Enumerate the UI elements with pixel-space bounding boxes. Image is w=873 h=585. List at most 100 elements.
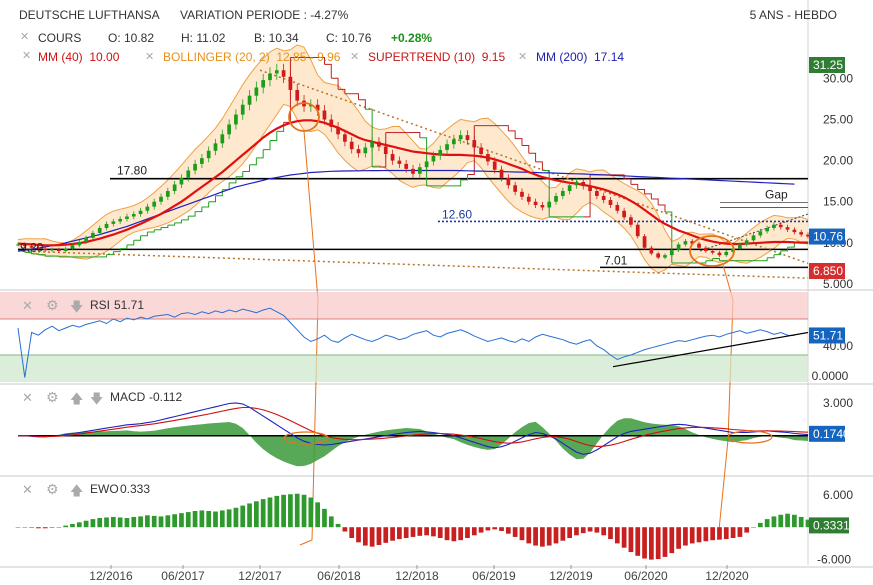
arrow-up-icon[interactable]: 🡅 xyxy=(70,483,84,498)
ewo-bar xyxy=(110,516,116,528)
gear-icon[interactable]: ⚙ xyxy=(46,389,59,405)
top-price-tag: 31.25 xyxy=(813,58,843,72)
last-price-tag-bg xyxy=(809,228,845,245)
supertrend-segment xyxy=(147,229,155,233)
gear-icon[interactable]: ⚙ xyxy=(46,481,59,497)
candle-body xyxy=(383,146,388,155)
ewo-bar xyxy=(458,527,464,541)
candle-body xyxy=(193,163,197,171)
candle-body xyxy=(377,141,381,147)
ewo-bar xyxy=(322,508,327,528)
candle-body xyxy=(710,251,715,253)
ewo-bar xyxy=(669,527,675,554)
ewo-bar xyxy=(764,519,770,528)
candle-body xyxy=(220,134,225,144)
ewo-bar xyxy=(42,527,48,529)
ewo-bar xyxy=(471,527,477,536)
supertrend-segment xyxy=(501,125,509,131)
ewo-bar xyxy=(744,527,750,533)
ewo-bar xyxy=(199,510,205,528)
supertrend-segment xyxy=(120,244,128,250)
close-icon[interactable]: ✕ xyxy=(22,482,33,497)
supertrend-segment xyxy=(99,254,108,258)
candle-body xyxy=(111,221,116,224)
rsi-line xyxy=(17,307,795,378)
highlight-circle xyxy=(689,235,735,267)
level-label-17-80: 17.80 xyxy=(117,164,147,178)
ewo-bar xyxy=(601,527,607,536)
ewo-bar xyxy=(158,516,164,528)
candle-body xyxy=(165,191,170,197)
candle-body xyxy=(690,241,695,244)
supertrend-segment xyxy=(161,225,169,228)
candle-body xyxy=(125,216,129,219)
candle-body xyxy=(533,201,538,205)
arrow-down-icon[interactable]: 🡇 xyxy=(70,299,84,314)
candle-body xyxy=(417,167,422,174)
candle-body xyxy=(274,70,279,74)
ewo-bar xyxy=(397,527,402,540)
candle-body xyxy=(370,141,374,148)
arrow-up-icon[interactable]: 🡅 xyxy=(70,391,84,406)
ewo-bar xyxy=(117,517,123,528)
candle-body xyxy=(43,248,48,251)
ewo-bar xyxy=(349,527,355,538)
ewo-bar xyxy=(288,494,293,528)
candle-body xyxy=(145,206,150,211)
candle-body xyxy=(772,224,776,229)
x-tick-label: 12/2018 xyxy=(395,569,439,583)
supertrend-segment xyxy=(624,178,632,185)
ewo-bar xyxy=(710,527,716,541)
close-icon[interactable]: ✕ xyxy=(22,298,33,313)
ewo-bar xyxy=(512,527,518,537)
gear-icon[interactable]: ⚙ xyxy=(46,297,59,313)
candle-body xyxy=(758,231,763,236)
ewo-bar xyxy=(240,505,246,528)
level-label-9-20: 9.20 xyxy=(20,240,44,254)
candle-body xyxy=(785,227,790,230)
candle-body xyxy=(676,244,681,251)
candle-body xyxy=(547,201,552,208)
supertrend-segment xyxy=(181,216,189,221)
ewo-bar xyxy=(431,527,436,537)
ewo-bar xyxy=(628,527,634,553)
macd-value: -0.112 xyxy=(149,390,183,404)
arrow-down-icon[interactable]: 🡇 xyxy=(90,391,104,406)
candle-body xyxy=(295,89,300,101)
candle-body xyxy=(138,210,143,215)
ewo-bar xyxy=(247,503,252,528)
supertrend-segment xyxy=(195,207,203,213)
supertrend-segment xyxy=(229,176,237,184)
ewo-bar xyxy=(29,527,34,528)
supertrend-segment xyxy=(515,138,523,146)
candle-body xyxy=(159,196,163,202)
candle-body xyxy=(172,184,177,192)
ewo-bar xyxy=(737,527,743,537)
candle-body xyxy=(669,250,674,256)
candle-body xyxy=(622,210,626,218)
ewo-bar xyxy=(587,527,593,532)
candle-body xyxy=(349,141,354,150)
ewo-bar xyxy=(465,527,470,538)
ewo-bar xyxy=(417,527,423,536)
candle-body xyxy=(799,232,804,235)
ewo-bar xyxy=(621,527,627,548)
level-label-12-60: 12.60 xyxy=(442,207,472,221)
candle-body xyxy=(567,185,572,192)
candle-body xyxy=(397,160,402,164)
ewo-bar xyxy=(805,519,811,528)
ewo-bar xyxy=(206,511,212,528)
ewo-y-tick: -6.000 xyxy=(817,553,851,567)
candle-body xyxy=(431,155,436,162)
supertrend-segment xyxy=(664,211,673,263)
ewo-bar xyxy=(560,527,566,541)
candle-body xyxy=(131,214,136,217)
supertrend-segment xyxy=(712,257,720,261)
close-icon[interactable]: ✕ xyxy=(22,390,33,405)
supertrend-segment xyxy=(263,140,271,151)
supertrend-segment xyxy=(617,174,625,180)
candle-body xyxy=(77,241,82,246)
x-tick-label: 12/2019 xyxy=(549,569,593,583)
supertrend-segment xyxy=(154,227,162,231)
rsi-overbought-zone xyxy=(0,292,808,319)
